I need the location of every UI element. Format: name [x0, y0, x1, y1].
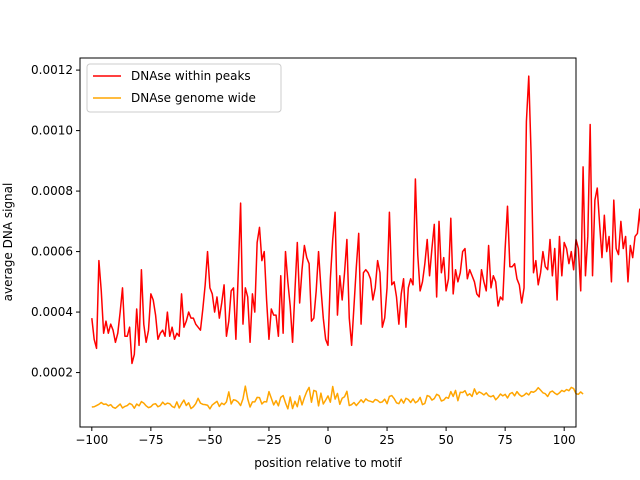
legend-label-peaks: DNAse within peaks: [131, 69, 251, 83]
legend-box: [86, 63, 282, 113]
plot-area: [91, 75, 640, 410]
x-tick-label: 100: [553, 433, 576, 447]
x-tick-label: −25: [256, 433, 281, 447]
y-tick-label: 0.0012: [31, 63, 73, 77]
legend: DNAse within peaks DNAse genome wide: [86, 63, 282, 113]
series-line-1: [91, 385, 584, 410]
x-axis: −100 −75 −50 −25 0 25 50 75 100: [75, 427, 576, 447]
x-tick-label: 50: [438, 433, 453, 447]
x-tick-label: 75: [498, 433, 513, 447]
y-tick-label: 0.0010: [31, 124, 73, 138]
x-tick-label: −100: [75, 433, 108, 447]
y-tick-label: 0.0004: [31, 305, 73, 319]
x-tick-label: −75: [138, 433, 163, 447]
x-tick-label: 0: [324, 433, 332, 447]
x-tick-label: 25: [379, 433, 394, 447]
y-tick-label: 0.0008: [31, 184, 73, 198]
legend-label-genome: DNAse genome wide: [131, 91, 256, 105]
x-axis-label: position relative to motif: [254, 456, 402, 470]
x-tick-label: −50: [197, 433, 222, 447]
y-axis: 0.0002 0.0004 0.0006 0.0008 0.0010 0.0012: [31, 63, 80, 380]
y-tick-label: 0.0002: [31, 366, 73, 380]
y-axis-label: average DNA signal: [1, 183, 15, 302]
series-line-0: [91, 75, 640, 365]
y-tick-label: 0.0006: [31, 245, 73, 259]
